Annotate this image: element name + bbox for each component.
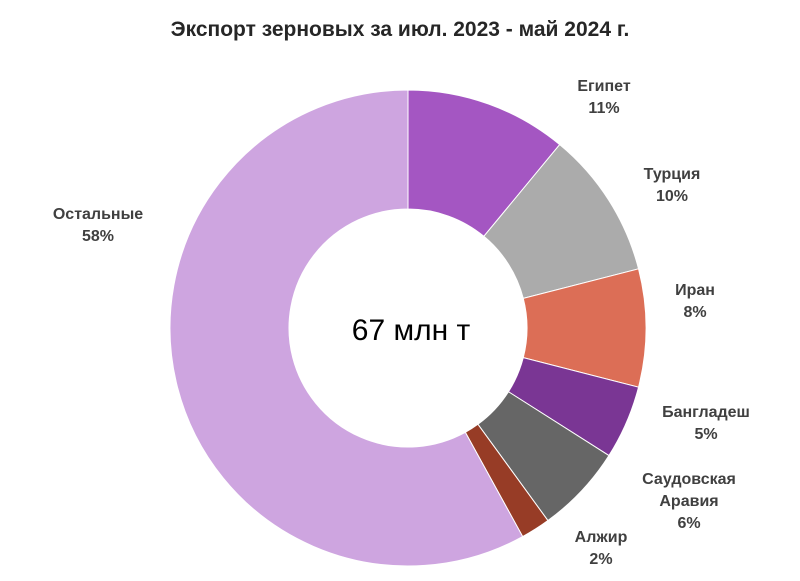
- label-egypt-value: 11%: [588, 100, 620, 117]
- label-turkey-value: 10%: [655, 188, 689, 205]
- label-bangladesh: Бангладеш 5%: [662, 402, 750, 446]
- slice-others: [169, 89, 524, 567]
- label-algeria-value: 2%: [589, 551, 613, 568]
- label-iran-name: Иран: [675, 282, 715, 299]
- label-iran: Иран 8%: [675, 280, 715, 324]
- label-egypt-name: Египет: [577, 78, 631, 95]
- label-algeria: Алжир 2%: [575, 527, 628, 571]
- chart-title: Экспорт зерновых за июл. 2023 - май 2024…: [170, 18, 630, 41]
- label-saudi-arabia-name: Саудовская Аравия: [642, 471, 736, 510]
- label-bangladesh-name: Бангладеш: [662, 404, 750, 421]
- label-algeria-name: Алжир: [574, 529, 628, 546]
- label-saudi-arabia: Саудовская Аравия 6%: [629, 469, 749, 535]
- label-others: Остальные 58%: [53, 204, 143, 248]
- label-turkey: Турция 10%: [644, 164, 701, 208]
- label-bangladesh-value: 5%: [694, 426, 718, 443]
- label-egypt: Египет 11%: [577, 76, 630, 120]
- label-saudi-arabia-value: 6%: [677, 515, 701, 532]
- label-others-name: Остальные: [52, 206, 144, 223]
- donut-center-label: 67 млн т: [351, 314, 471, 347]
- label-turkey-name: Турция: [643, 166, 701, 183]
- label-others-value: 58%: [81, 228, 115, 245]
- label-iran-value: 8%: [683, 304, 707, 321]
